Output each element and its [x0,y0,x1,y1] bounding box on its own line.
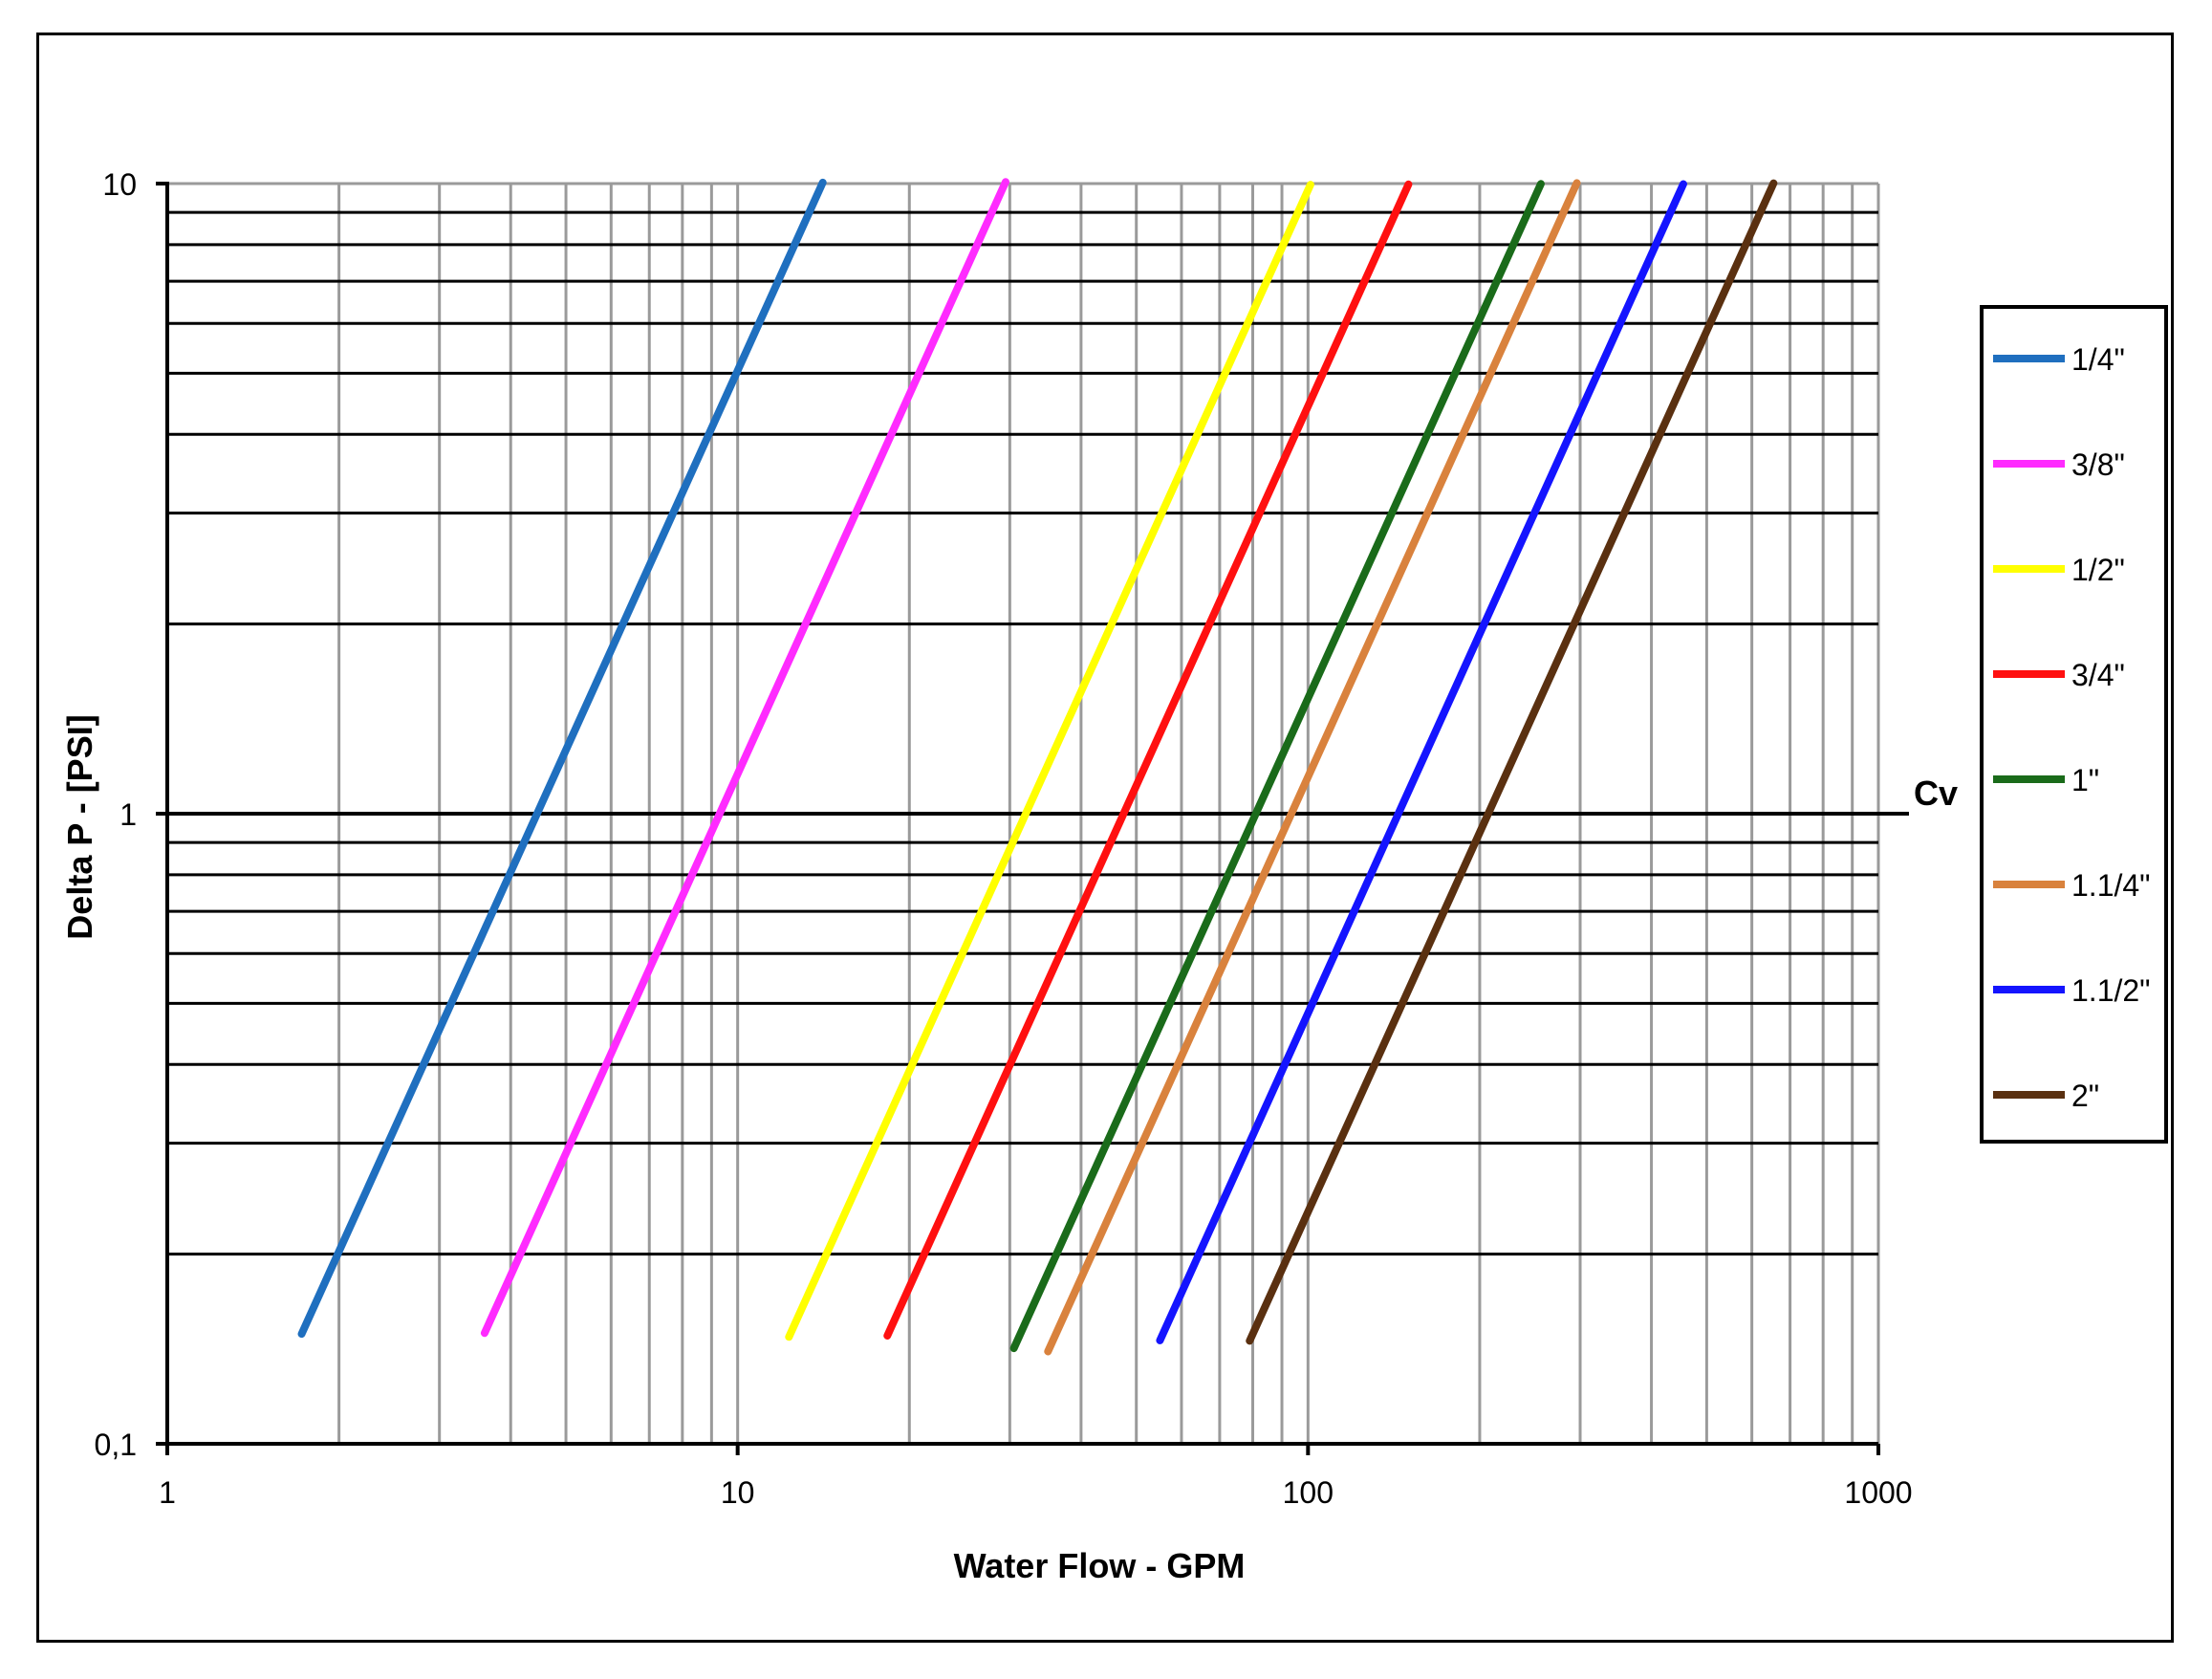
axes [156,182,1880,1455]
legend-label: 3/4" [2071,658,2125,692]
x-axis-title: Water Flow - GPM [954,1546,1246,1585]
cv-label: Cv [1914,774,1958,813]
y-tick-label: 0,1 [95,1428,137,1462]
series-line [1009,180,1545,1353]
series-line [785,181,1314,1341]
legend-label: 1.1/4" [2071,868,2151,903]
legend-label: 3/8" [2071,447,2125,482]
legend-label: 1" [2071,763,2099,797]
chart-frame [36,33,2174,1643]
series-line [883,180,1413,1340]
y-axis-title: Delta P - [PSI] [60,714,99,939]
series-line [480,178,1009,1338]
horizontal-gridlines [167,210,1909,1256]
legend-label: 2" [2071,1079,2099,1113]
x-tick-label: 1000 [1844,1475,1912,1510]
series-line [1246,179,1778,1345]
x-tick-label: 10 [721,1475,755,1510]
y-tick-label: 1 [119,797,137,832]
series-line [297,178,827,1339]
legend-label: 1.1/2" [2071,973,2151,1008]
tick-labels: 1 10 100 1000 0,1 1 10 [95,167,1913,1510]
legend-box [1980,305,2168,1144]
y-tick-label: 10 [102,167,137,202]
x-tick-label: 100 [1283,1475,1334,1510]
legend: 1/4" 3/8" 1/2" 3/4" 1" 1.1/4" 1.1/2" 2" [1980,305,2168,1144]
series-line [1156,180,1687,1344]
legend-label: 1/2" [2071,553,2125,587]
series-lines [297,178,1778,1356]
series-line [1044,179,1581,1356]
legend-label: 1/4" [2071,342,2125,377]
x-tick-label: 1 [159,1475,176,1510]
